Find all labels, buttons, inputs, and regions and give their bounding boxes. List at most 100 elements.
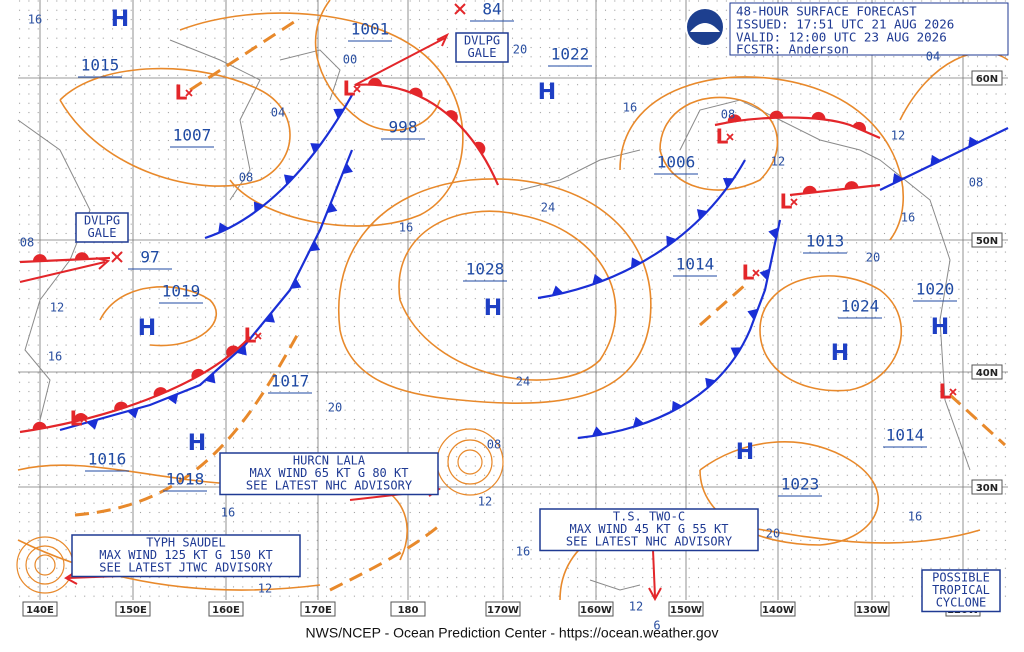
warm-front-symbol [74,252,89,260]
isobar-label: 16 [28,13,42,27]
cold-front [577,219,782,440]
advisory-line: SEE LATEST NHC ADVISORY [246,479,413,493]
cold-front-symbol [127,408,139,419]
low-center: L [780,190,793,214]
warm-front-symbol [802,185,817,194]
high-center: H [831,341,849,366]
warm-front-symbol [32,421,47,430]
warm-front [789,183,881,197]
isobar-label: 20 [766,527,780,541]
isobar-label: 12 [629,600,643,614]
low-center: L [70,407,83,431]
lon-label-box [300,601,336,617]
fronts [19,77,1009,440]
cold-front-symbol [892,173,904,184]
warm-front-symbol [73,413,88,422]
cold-front-symbol [968,136,979,148]
advisory-line: POSSIBLE [932,571,990,585]
cold-front-symbol [264,312,275,323]
lat-label-box [971,364,1003,380]
noaa-logo-bird [690,23,720,32]
cold-front-symbol [759,268,770,281]
warm-front-symbol [153,387,168,397]
warm-front-symbol [409,87,423,98]
isobar-label: 08 [487,438,501,452]
isobar-label: 12 [50,301,64,315]
lat-label: 40N [976,368,998,379]
warm-front-symbol [226,345,239,357]
pressure-value: 1024 [841,297,880,316]
lon-label: 130W [856,605,888,616]
pressure-value: 1028 [466,260,505,279]
lon-label-box [22,601,58,617]
lon-label: 140E [26,605,54,616]
advisory-line: GALE [468,46,497,60]
pressure-value: 1007 [173,126,212,145]
lon-label: 170E [304,605,332,616]
low-cross [752,269,760,277]
lon-label: 150E [119,605,147,616]
pressure-value: 998 [389,118,418,137]
lat-label-box [971,479,1003,495]
isobar-label: 12 [258,582,272,596]
warm-front-symbol [191,368,205,380]
warm-front-symbol [769,110,784,118]
advisory-line: MAX WIND 65 KT G 80 KT [250,466,409,480]
header-forecaster: FCSTR: Anderson [736,42,849,57]
cold-front-symbol [705,377,716,389]
header-title: 48-HOUR SURFACE FORECAST [736,4,917,19]
isobar-label: 12 [771,155,785,169]
warm-front-symbol [114,401,128,411]
troughs [74,16,1007,592]
low-center: L [716,125,729,149]
pressure-value: 1018 [166,470,205,489]
isobar-label: 16 [221,506,235,520]
advisory-box [539,508,759,552]
cold-front-symbol [326,201,338,214]
warm-front-symbol [852,121,866,132]
cold-front-symbol [632,416,645,428]
isobar-label: 16 [901,211,915,225]
pressure-value: 1006 [657,153,696,172]
lon-label: 150W [670,605,702,616]
high-center: H [931,315,949,340]
advisory-line: DVLPG [84,214,120,228]
advisory-line: TROPICAL [932,583,990,597]
lat-label-box [971,70,1003,86]
cold-front-symbol [333,108,345,119]
isobar-label: 24 [516,375,530,389]
header-valid: VALID: 12:00 UTC 23 AUG 2026 [736,30,947,45]
advisory-box [219,452,439,496]
low-cross [254,332,262,340]
isobar-label: 16 [908,510,922,524]
cold-front-symbol [930,154,942,166]
warm-front-symbol [445,110,458,122]
low-cross [185,89,193,97]
pressure-value: 1017 [271,372,310,391]
cold-front-symbol [342,162,353,175]
header-box [729,2,1009,56]
isobar-label: 08 [721,108,735,122]
isobar-label: 20 [866,251,880,265]
isobar-label: 16 [48,350,62,364]
warm-front-symbol [368,77,382,86]
warm-front-symbol [811,111,826,120]
isobar-label: 00 [343,53,357,67]
isobar-label: 16 [399,221,413,235]
warm-front-symbol [474,141,486,155]
pressure-value: 1023 [781,475,820,494]
advisory-line: DVLPG [464,34,500,48]
low-center: L [175,81,188,105]
pressure-value: 1020 [916,280,955,299]
advisory-box [75,212,129,243]
low-center: L [939,380,952,404]
low-cross [353,85,361,93]
cold-front-symbol [253,201,265,213]
isobar-label: 20 [513,43,527,57]
advisory-line: CYCLONE [936,596,987,610]
cold-front-symbol [218,222,230,234]
pressure-value: 84 [482,0,501,19]
warm-front [354,83,500,186]
footer: NWS/NCEP - Ocean Prediction Center - htt… [306,625,719,641]
isobar-label: 16 [623,101,637,115]
